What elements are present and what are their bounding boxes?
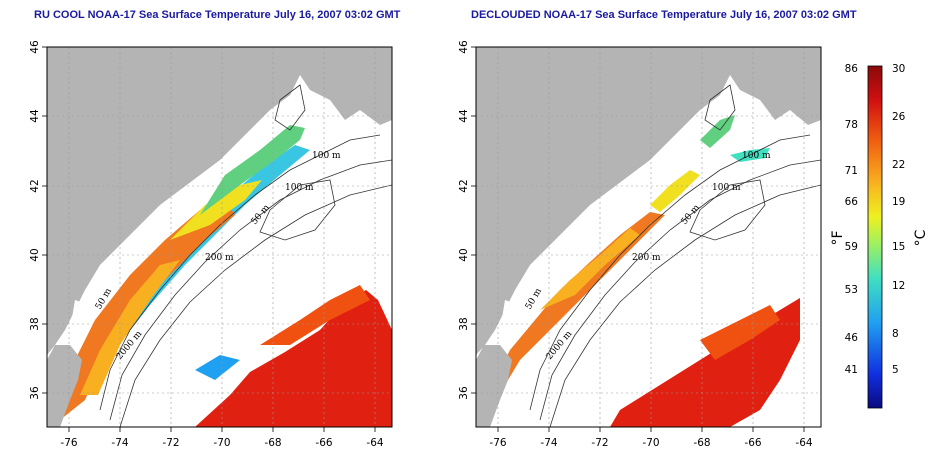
contour-label: 100 m xyxy=(742,151,771,161)
lat-tick-label: 42 xyxy=(29,179,41,192)
lon-tick-label: -68 xyxy=(693,437,710,449)
map-panel-left: 100 m 100 m 50 m 200 m 50 m 2000 m -76 -7… xyxy=(29,40,393,449)
colorbar-c-tick: 30 xyxy=(892,63,905,75)
map-panel-right: 100 m 100 m 50 m 200 m 50 m 2000 m -76 -7… xyxy=(458,40,822,449)
colorbar-f-tick: 53 xyxy=(845,284,858,296)
bathymetry-contours-right xyxy=(529,84,821,427)
lat-tick-label: 38 xyxy=(458,317,470,330)
map-title-left: RU COOL NOAA-17 Sea Surface Temperature … xyxy=(34,9,401,21)
colorbar-c-tick: 5 xyxy=(892,364,899,376)
lon-tick-label: -76 xyxy=(489,437,506,449)
lat-lon-grid-right xyxy=(476,47,821,427)
land-mass-right xyxy=(476,47,821,355)
colorbar-f-tick: 46 xyxy=(845,332,859,344)
lon-tick-label: -68 xyxy=(264,437,281,449)
colorbar-c-tick: 19 xyxy=(892,196,905,208)
colorbar-ticks: 86 78 71 66 59 53 46 41 30 26 22 19 15 12 8 5 xyxy=(845,63,906,376)
lon-tick-label: -70 xyxy=(642,437,659,449)
lat-tick-label: 46 xyxy=(29,40,41,54)
map-title-right: DECLOUDED NOAA-17 Sea Surface Temperatur… xyxy=(471,9,857,21)
lon-tick-label: -70 xyxy=(213,437,230,449)
colorbar-f-tick: 66 xyxy=(845,196,859,208)
colorbar-f-tick: 86 xyxy=(845,63,859,75)
lon-tick-label: -66 xyxy=(744,437,761,449)
lon-tick-label: -72 xyxy=(591,437,608,449)
colorbar-c-tick: 26 xyxy=(892,111,906,123)
contour-label: 200 m xyxy=(205,253,234,263)
land-mass-left xyxy=(47,47,392,355)
colorbar-c-tick: 22 xyxy=(892,159,905,171)
colorbar-f-tick: 59 xyxy=(845,241,858,253)
colorbar-f-tick: 41 xyxy=(845,364,858,376)
lon-tick-label: -74 xyxy=(111,437,128,449)
lon-tick-label: -74 xyxy=(540,437,557,449)
unit-fahrenheit: °F xyxy=(830,230,846,245)
lon-tick-label: -66 xyxy=(315,437,332,449)
lon-tick-label: -76 xyxy=(60,437,77,449)
colorbar-f-tick: 78 xyxy=(845,119,858,131)
contour-label: 100 m xyxy=(285,183,314,193)
lat-lon-grid-left xyxy=(47,47,392,427)
lat-tick-label: 36 xyxy=(29,386,41,400)
lon-tick-label: -72 xyxy=(162,437,179,449)
axis-ticks-right: -76 -74 -72 -70 -68 -66 -64 46 44 42 40 38 36 xyxy=(458,40,813,449)
colorbar-gradient xyxy=(867,65,883,409)
lat-tick-label: 44 xyxy=(29,109,41,123)
lat-tick-label: 38 xyxy=(29,317,41,330)
unit-celsius: °C xyxy=(913,229,929,246)
lon-tick-label: -64 xyxy=(795,437,812,449)
colorbar-c-tick: 8 xyxy=(892,328,899,340)
colorbar: 86 78 71 66 59 53 46 41 30 26 22 19 15 12 8 5 °F °C xyxy=(830,63,929,409)
lat-tick-label: 42 xyxy=(458,179,470,192)
lon-tick-label: -64 xyxy=(366,437,383,449)
bathymetry-contours-left xyxy=(99,84,392,427)
colorbar-c-tick: 15 xyxy=(892,241,905,253)
contour-label: 200 m xyxy=(632,253,661,263)
lat-tick-label: 36 xyxy=(458,386,470,400)
axis-ticks-left: -76 -74 -72 -70 -68 -66 -64 46 44 42 40 38 36 xyxy=(29,40,384,449)
colorbar-f-tick: 71 xyxy=(845,165,858,177)
lat-tick-label: 40 xyxy=(458,248,470,261)
lat-tick-label: 40 xyxy=(29,248,41,261)
lat-tick-label: 44 xyxy=(458,109,470,123)
contour-label: 100 m xyxy=(312,151,341,161)
contour-label: 100 m xyxy=(712,183,741,193)
lat-tick-label: 46 xyxy=(458,40,470,54)
colorbar-c-tick: 12 xyxy=(892,280,905,292)
